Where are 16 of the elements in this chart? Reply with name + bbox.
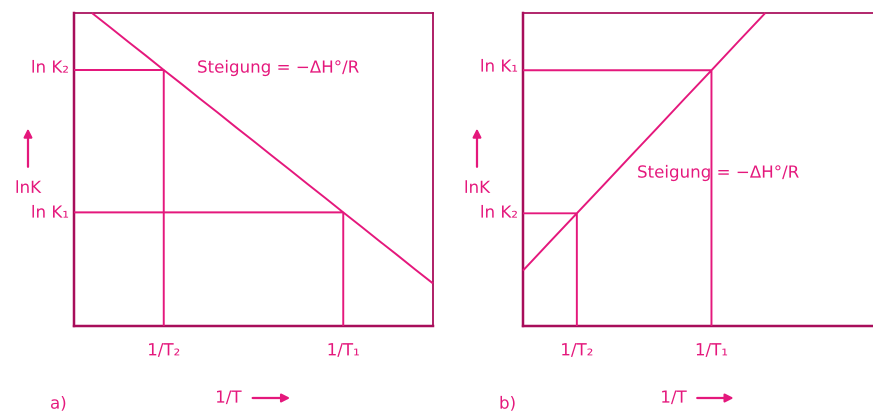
y-axis-title: lnK (466, 180, 490, 193)
y-axis-title: lnK (16, 180, 42, 193)
x-tick-label: 1/T₁ (328, 343, 359, 357)
x-tick-label: 1/T₂ (149, 343, 180, 357)
text: a) (51, 396, 66, 411)
text: b) (500, 396, 515, 411)
text: ln K₂ (481, 204, 517, 218)
annotation: Steigung = −ΔH°/R (198, 60, 359, 76)
x-tick-label: 1/T₁ (696, 343, 728, 357)
x-axis-title: 1/T (662, 390, 687, 404)
annotation: Steigung = −ΔH°/R (638, 164, 799, 182)
text: ln K₁ (32, 204, 68, 218)
x-tick-label: 1/T₂ (562, 343, 592, 357)
text: ln K₂ (32, 60, 68, 73)
text: ln K₁ (481, 58, 518, 72)
x-axis-title: 1/T (217, 390, 242, 404)
